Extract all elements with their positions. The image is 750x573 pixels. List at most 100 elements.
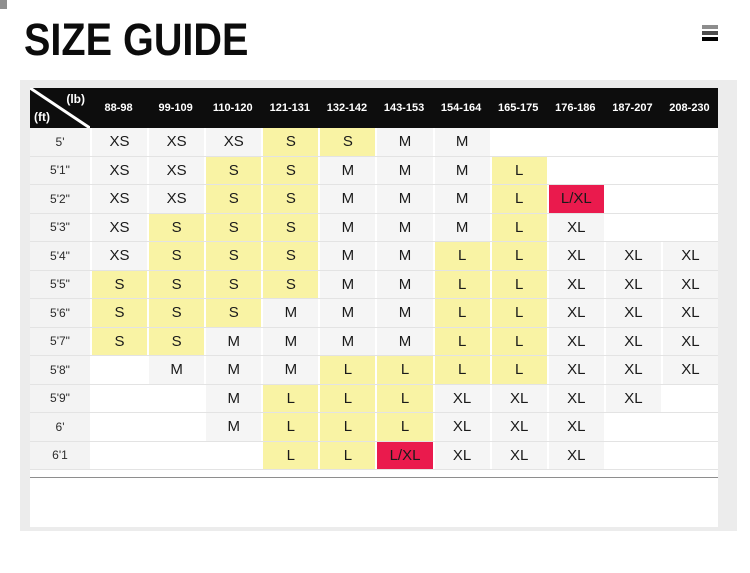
size-cell: XL xyxy=(603,299,661,327)
weight-range-header: 165-175 xyxy=(498,102,539,114)
size-cell: M xyxy=(432,213,490,241)
weight-range-header: 110-120 xyxy=(212,102,253,114)
size-cell: L xyxy=(489,156,547,184)
size-cell: M xyxy=(204,384,262,412)
size-cell: M xyxy=(318,242,376,270)
size-cell: S xyxy=(147,299,205,327)
size-cell: L xyxy=(375,413,433,441)
height-label: 6'1 xyxy=(30,441,90,469)
weight-range-header: 187-207 xyxy=(612,102,653,114)
size-cell: M xyxy=(318,327,376,355)
size-cell: M xyxy=(375,327,433,355)
size-cell: M xyxy=(261,356,319,384)
weight-unit-label: (lb) xyxy=(66,92,85,106)
height-label: 5'9" xyxy=(30,384,90,412)
size-cell: XL xyxy=(546,441,604,469)
size-cell: L xyxy=(318,384,376,412)
size-cell: S xyxy=(147,213,205,241)
size-table: (lb) (ft) 88-98 99-109 110-120 121-131 132-1… xyxy=(30,88,719,527)
size-cell: L xyxy=(432,299,490,327)
table-row: 5'4" XS S S S M M L L XL XL XL xyxy=(30,242,719,271)
diagonal-divider-icon xyxy=(30,88,90,128)
bottom-divider xyxy=(30,477,718,478)
size-cell: L xyxy=(489,356,547,384)
page-title: SIZE GUIDE xyxy=(24,14,249,65)
size-cell: XL xyxy=(603,327,661,355)
size-cell: M xyxy=(432,156,490,184)
size-cell: XL xyxy=(660,242,719,270)
size-cell: M xyxy=(204,356,262,384)
size-cell: S xyxy=(204,156,262,184)
size-cell: L xyxy=(261,413,319,441)
size-cell: XL xyxy=(660,270,719,298)
size-cell: M xyxy=(318,185,376,213)
size-cell: M xyxy=(432,185,490,213)
size-cell: XL xyxy=(489,441,547,469)
size-cell: L xyxy=(489,213,547,241)
size-cell xyxy=(660,185,719,213)
height-label: 5'2" xyxy=(30,185,90,213)
size-cell: S xyxy=(147,242,205,270)
weight-range-header: 99-109 xyxy=(158,102,193,114)
size-cell: L xyxy=(261,441,319,469)
hamburger-bar-top xyxy=(702,25,718,29)
size-cell: S xyxy=(147,327,205,355)
size-cell xyxy=(603,441,661,469)
height-label: 5'7" xyxy=(30,327,90,355)
size-cell xyxy=(603,156,661,184)
size-cell: L xyxy=(489,242,547,270)
size-cell: XL xyxy=(603,242,661,270)
size-cell: XL xyxy=(660,299,719,327)
size-cell: M xyxy=(204,413,262,441)
height-label: 5'6" xyxy=(30,299,90,327)
table-header-row: (lb) (ft) 88-98 99-109 110-120 121-131 132-1… xyxy=(30,88,718,128)
size-cell: S xyxy=(261,128,319,156)
height-label: 5' xyxy=(30,128,90,156)
size-cell: M xyxy=(375,242,433,270)
size-cell: S xyxy=(318,128,376,156)
hamburger-bar-middle xyxy=(702,31,718,35)
size-cell: XL xyxy=(546,384,604,412)
size-cell xyxy=(147,441,205,469)
table-body: 5' XS XS XS S S M M 5'1" XS XS S S M M M L 5'2" XS XS S S M M M L… xyxy=(30,128,719,470)
weight-range-header: 88-98 xyxy=(104,102,133,114)
height-label: 6' xyxy=(30,413,90,441)
table-row: 6' M L L L XL XL XL xyxy=(30,413,719,442)
size-cell xyxy=(546,156,604,184)
table-row: 5'8" M M M L L L L XL XL XL xyxy=(30,356,719,385)
weight-range-header: 208-230 xyxy=(669,102,710,114)
height-unit-label: (ft) xyxy=(34,110,50,124)
size-cell: L xyxy=(432,327,490,355)
size-cell: M xyxy=(147,356,205,384)
size-cell: XL xyxy=(546,299,604,327)
size-guide-panel: (lb) (ft) 88-98 99-109 110-120 121-131 132-1… xyxy=(20,80,737,531)
size-cell xyxy=(489,128,547,156)
size-cell xyxy=(660,441,719,469)
size-cell: L xyxy=(432,356,490,384)
size-cell: M xyxy=(375,185,433,213)
hamburger-menu-icon[interactable] xyxy=(702,25,718,43)
size-cell: S xyxy=(204,242,262,270)
size-cell xyxy=(90,441,148,469)
height-label: 5'1" xyxy=(30,156,90,184)
size-cell: S xyxy=(204,299,262,327)
size-cell: XS xyxy=(204,128,262,156)
size-cell xyxy=(603,185,661,213)
weight-range-header: 121-131 xyxy=(269,102,311,114)
size-cell xyxy=(603,213,661,241)
size-cell xyxy=(660,128,719,156)
size-cell xyxy=(90,356,148,384)
size-cell: S xyxy=(90,327,148,355)
size-cell: S xyxy=(261,213,319,241)
size-cell: L xyxy=(261,384,319,412)
table-row: 5'6" S S S M M M L L XL XL XL xyxy=(30,299,719,328)
size-cell: XS xyxy=(147,156,205,184)
weight-range-header: 143-153 xyxy=(383,102,425,114)
height-label: 5'4" xyxy=(30,242,90,270)
table-row: 5'5" S S S S M M L L XL XL XL xyxy=(30,270,719,299)
size-cell: XL xyxy=(432,441,490,469)
size-cell: S xyxy=(261,156,319,184)
size-cell: S xyxy=(90,270,148,298)
size-cell: S xyxy=(147,270,205,298)
